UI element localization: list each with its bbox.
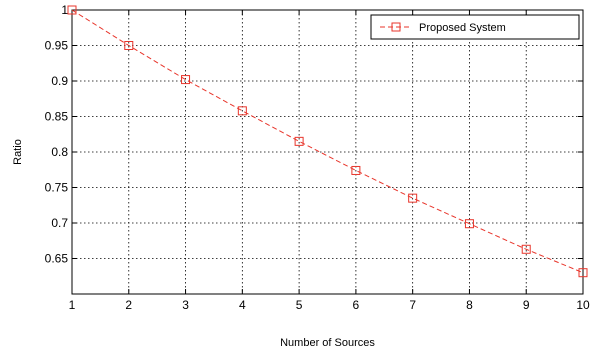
y-tick-label: 0.65: [45, 252, 69, 266]
data-point-marker: [294, 136, 304, 146]
x-tick-label: 10: [576, 298, 590, 312]
data-point-marker: [408, 193, 418, 203]
x-tick-label: 2: [125, 298, 132, 312]
data-point-marker: [181, 75, 191, 85]
x-tick-label: 6: [353, 298, 360, 312]
data-point-marker: [521, 244, 531, 254]
grid: [72, 10, 583, 294]
y-tick-label: 0.9: [51, 74, 68, 88]
x-tick-label: 4: [239, 298, 246, 312]
data-point-marker: [578, 268, 588, 278]
y-tick-label: 0.85: [45, 110, 69, 124]
data-point-marker: [237, 106, 247, 116]
y-axis-label: Ratio: [12, 139, 24, 165]
legend-entry-label: Proposed System: [419, 22, 506, 34]
data-point-marker: [67, 5, 77, 15]
y-tick-label: 0.7: [51, 216, 68, 230]
y-tick-label: 0.8: [51, 145, 68, 159]
y-tick-label: 1: [61, 3, 68, 17]
data-point-marker: [351, 165, 361, 175]
x-tick-label: 7: [409, 298, 416, 312]
x-tick-label: 3: [182, 298, 189, 312]
x-tick-label: 5: [296, 298, 303, 312]
data-point-marker: [464, 219, 474, 229]
x-axis-label: Number of Sources: [280, 337, 375, 349]
legend: Proposed System: [370, 14, 580, 40]
series-line: [71, 9, 584, 274]
legend-marker-swatch: [391, 22, 401, 32]
x-tick-label: 8: [466, 298, 473, 312]
series-layer: [67, 5, 588, 278]
x-tick-label: 9: [523, 298, 530, 312]
axis-ticks: 1 2 3 4 5 6 7 8 9 10 0.65 0.7 0.75 0.8 0.85 0.9 0.95 1: [45, 3, 590, 312]
x-tick-label: 1: [69, 298, 76, 312]
y-tick-label: 0.75: [45, 181, 69, 195]
data-point-marker: [124, 41, 134, 50]
y-tick-label: 0.95: [45, 39, 69, 53]
